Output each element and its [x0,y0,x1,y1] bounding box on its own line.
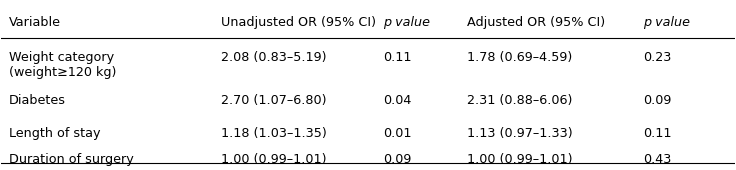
Text: Diabetes: Diabetes [9,94,66,107]
Text: 0.04: 0.04 [383,94,411,107]
Text: Weight category
(weight≥120 kg): Weight category (weight≥120 kg) [9,51,116,79]
Text: 0.11: 0.11 [383,51,411,64]
Text: p value: p value [383,16,430,29]
Text: 0.11: 0.11 [643,126,671,140]
Text: 1.13 (0.97–1.33): 1.13 (0.97–1.33) [467,126,573,140]
Text: 2.08 (0.83–5.19): 2.08 (0.83–5.19) [222,51,327,64]
Text: Variable: Variable [9,16,61,29]
Text: 2.31 (0.88–6.06): 2.31 (0.88–6.06) [467,94,573,107]
Text: Unadjusted OR (95% CI): Unadjusted OR (95% CI) [222,16,376,29]
Text: Adjusted OR (95% CI): Adjusted OR (95% CI) [467,16,605,29]
Text: 2.70 (1.07–6.80): 2.70 (1.07–6.80) [222,94,327,107]
Text: p value: p value [643,16,690,29]
Text: 1.18 (1.03–1.35): 1.18 (1.03–1.35) [222,126,327,140]
Text: 1.00 (0.99–1.01): 1.00 (0.99–1.01) [467,153,573,166]
Text: 0.01: 0.01 [383,126,411,140]
Text: 1.78 (0.69–4.59): 1.78 (0.69–4.59) [467,51,572,64]
Text: Duration of surgery: Duration of surgery [9,153,133,166]
Text: 0.09: 0.09 [383,153,411,166]
Text: 0.09: 0.09 [643,94,671,107]
Text: 1.00 (0.99–1.01): 1.00 (0.99–1.01) [222,153,327,166]
Text: Length of stay: Length of stay [9,126,100,140]
Text: 0.23: 0.23 [643,51,671,64]
Text: 0.43: 0.43 [643,153,671,166]
